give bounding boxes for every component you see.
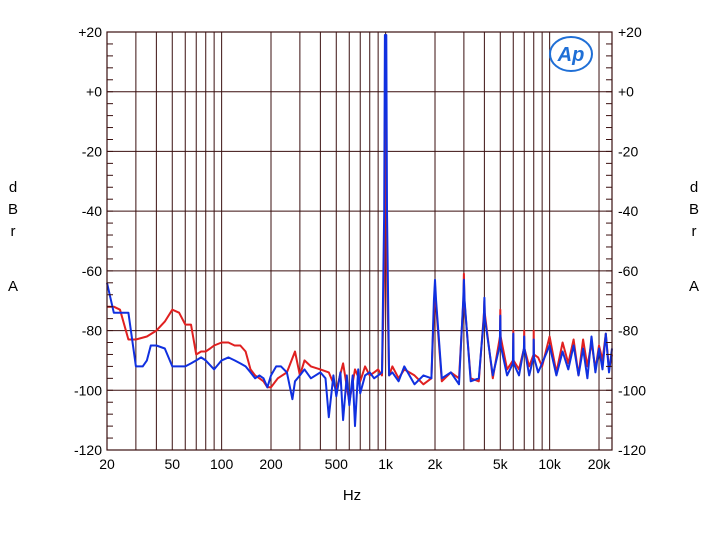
- y-axis-label-right-char: r: [692, 223, 697, 240]
- y-tick-label-left: -40: [82, 203, 102, 219]
- ap-logo-ring-icon: [549, 36, 593, 72]
- x-axis-label: Hz: [343, 487, 361, 504]
- x-tick-label: 20: [99, 456, 115, 472]
- ap-logo-text: Ap: [557, 44, 585, 66]
- y-tick-label-left: -60: [82, 263, 102, 279]
- y-tick-label-left: +0: [86, 84, 102, 100]
- y-tick-label-right: -100: [618, 382, 646, 398]
- y-tick-label-left: -100: [74, 382, 102, 398]
- plot-border: [106, 31, 613, 451]
- series-group: [106, 34, 613, 428]
- y-tick-label-right: +20: [618, 24, 642, 40]
- x-tick-label: 5k: [493, 456, 509, 472]
- y-axis-label-right-char: d: [690, 179, 698, 196]
- y-tick-label-right: -40: [618, 203, 638, 219]
- x-tick-label: 100: [210, 456, 234, 472]
- x-tick-label: 50: [164, 456, 180, 472]
- y-tick-label-left: -80: [82, 323, 102, 339]
- x-tick-label: 200: [259, 456, 283, 472]
- y-tick-label-left: -20: [82, 143, 102, 159]
- x-tick-label: 10k: [538, 456, 562, 472]
- y-axis-label-right-char: B: [689, 201, 699, 218]
- y-tick-label-right: +0: [618, 84, 634, 100]
- y-tick-label-left: +20: [78, 24, 102, 40]
- y-tick-label-right: -60: [618, 263, 638, 279]
- x-tick-label: 20k: [588, 456, 612, 472]
- y-axis-label-left-char: d: [9, 179, 17, 196]
- y-axis-label-left-char: B: [8, 201, 18, 218]
- y-tick-label-right: -120: [618, 442, 646, 458]
- ap-logo: Ap: [549, 36, 593, 72]
- y-tick-label-left: -120: [74, 442, 102, 458]
- y-tick-label-right: -20: [618, 143, 638, 159]
- y-axis-label-left-char: r: [11, 223, 16, 240]
- y-axis-label-right-char: A: [689, 278, 699, 295]
- plot-frame: [106, 31, 613, 451]
- x-tick-label: 500: [325, 456, 349, 472]
- series-line-blue: [106, 34, 613, 428]
- axis-labels: +20 +20 +0 +0 -20 -20 -40 -40 -60 -60 -80 -80 -100 -1…: [8, 24, 699, 472]
- y-axis-label-left-char: A: [8, 278, 18, 295]
- x-tick-label: 2k: [428, 456, 444, 472]
- x-tick-label: 1k: [378, 456, 394, 472]
- series-line-red: [107, 40, 613, 404]
- y-tick-label-right: -80: [618, 323, 638, 339]
